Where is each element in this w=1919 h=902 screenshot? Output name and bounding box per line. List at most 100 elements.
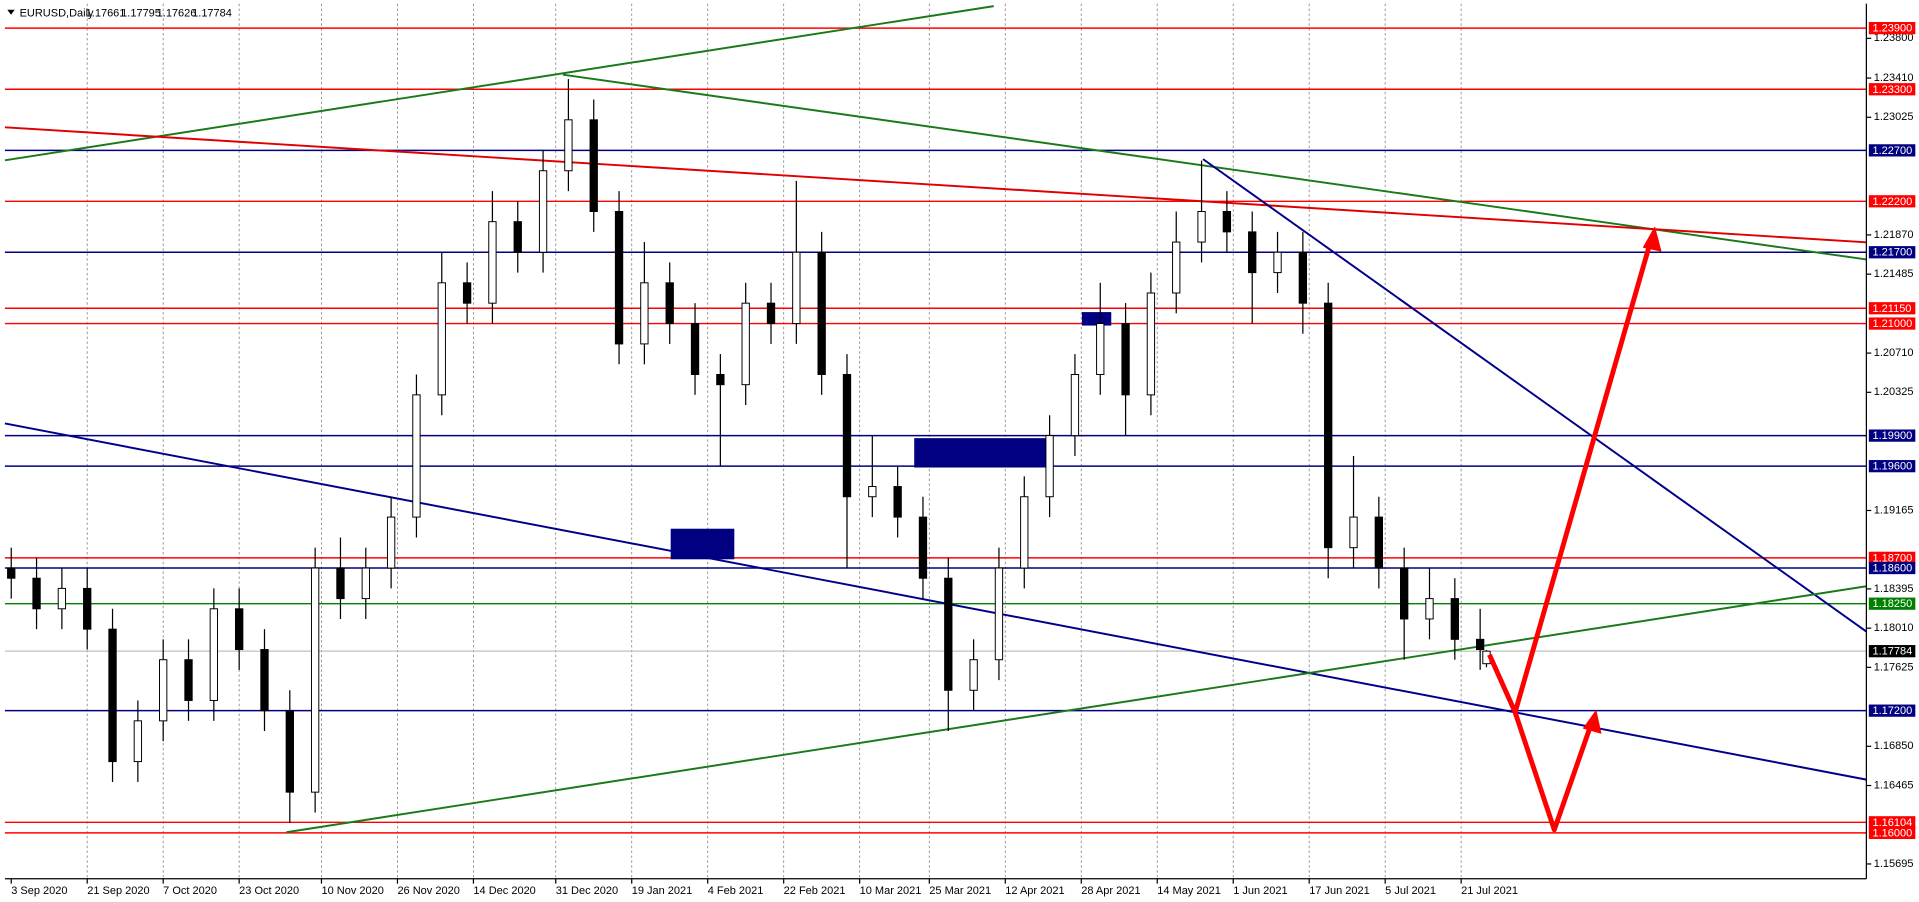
candle-body bbox=[336, 567, 345, 600]
trend-line bbox=[1202, 158, 1867, 633]
x-tick-label: 22 Feb 2021 bbox=[784, 885, 846, 897]
candle-body bbox=[1172, 241, 1181, 294]
candle-body bbox=[893, 486, 902, 518]
y-tick-label: 1.16465 bbox=[1874, 779, 1914, 791]
x-tick-label: 25 Mar 2021 bbox=[929, 885, 991, 897]
candle-body bbox=[32, 577, 41, 610]
candle-body bbox=[133, 720, 143, 763]
candle-body bbox=[57, 587, 67, 610]
candle-body bbox=[1222, 211, 1232, 233]
candle-body bbox=[1273, 251, 1282, 274]
candle-body bbox=[1045, 435, 1054, 498]
candle-body bbox=[918, 516, 928, 579]
y-tick-label: 1.16850 bbox=[1874, 740, 1914, 752]
candle-body bbox=[842, 373, 852, 498]
candle-body bbox=[1020, 496, 1029, 569]
level-label: 1.23900 bbox=[1872, 23, 1912, 35]
candle-body bbox=[1425, 598, 1434, 620]
level-tag bbox=[1868, 302, 1916, 315]
candle-body bbox=[994, 567, 1004, 661]
header: EURUSD,Daily 1.17661 1.17795 1.17626 1.1… bbox=[7, 7, 232, 19]
x-tick-label: 1 Jun 2021 bbox=[1233, 885, 1287, 897]
candle-body bbox=[1450, 598, 1459, 640]
level-label: 1.18700 bbox=[1872, 552, 1912, 564]
y-tick-label: 1.15695 bbox=[1874, 858, 1914, 870]
level-label: 1.21000 bbox=[1872, 318, 1912, 330]
level-tag bbox=[1868, 429, 1916, 442]
candle-body bbox=[1197, 211, 1206, 243]
header-close: 1.17784 bbox=[192, 7, 232, 19]
zone bbox=[1081, 312, 1112, 326]
level-label: 1.16000 bbox=[1872, 827, 1912, 839]
candle-body bbox=[310, 567, 320, 793]
candle-body bbox=[361, 567, 370, 600]
x-tick-label: 3 Sep 2020 bbox=[11, 885, 67, 897]
candle-body bbox=[83, 587, 92, 630]
candle-body bbox=[1070, 373, 1080, 437]
candle-body bbox=[716, 373, 725, 386]
y-tick-label: 1.23410 bbox=[1874, 72, 1914, 84]
level-tag bbox=[1868, 704, 1916, 717]
current-price-label: 1.17784 bbox=[1872, 646, 1912, 658]
x-tick-label: 31 Dec 2020 bbox=[556, 885, 618, 897]
level-label: 1.21700 bbox=[1872, 247, 1912, 259]
x-tick-label: 21 Jul 2021 bbox=[1461, 885, 1518, 897]
x-tick-label: 14 May 2021 bbox=[1157, 885, 1221, 897]
candle-body bbox=[538, 170, 548, 253]
candle-body bbox=[1475, 638, 1485, 651]
candle-body bbox=[1248, 231, 1257, 274]
grid bbox=[86, 3, 1462, 879]
x-tick-label: 12 Apr 2021 bbox=[1005, 885, 1064, 897]
candle-body bbox=[412, 394, 421, 518]
candle-body bbox=[1374, 516, 1384, 569]
candle-body bbox=[488, 221, 497, 304]
candles bbox=[7, 79, 1491, 823]
candle-body bbox=[868, 486, 877, 498]
y-tick-label: 1.20710 bbox=[1874, 347, 1914, 359]
x-tick-label: 14 Dec 2020 bbox=[473, 885, 535, 897]
candle-body bbox=[1324, 302, 1333, 549]
trend-line bbox=[4, 422, 1867, 781]
y-tick-label: 1.21485 bbox=[1874, 268, 1914, 280]
zone bbox=[914, 438, 1048, 468]
arrow bbox=[1512, 711, 1594, 833]
candle-body bbox=[209, 608, 218, 701]
x-tick-label: 4 Feb 2021 bbox=[708, 885, 764, 897]
level-label: 1.22700 bbox=[1872, 145, 1912, 157]
candle-body bbox=[1096, 323, 1105, 375]
level-label: 1.22200 bbox=[1872, 196, 1912, 208]
y-tick-label: 1.18395 bbox=[1874, 583, 1914, 595]
arrow-head bbox=[1583, 710, 1602, 734]
level-tag bbox=[1868, 317, 1916, 330]
candle-body bbox=[969, 659, 978, 691]
level-tag bbox=[1868, 83, 1916, 96]
candle-body bbox=[7, 567, 16, 579]
candle-body bbox=[462, 282, 472, 304]
candle-body bbox=[817, 251, 826, 375]
arrow-head bbox=[1643, 227, 1662, 252]
level-label: 1.19900 bbox=[1872, 430, 1912, 442]
header-open: 1.17661 bbox=[86, 7, 126, 19]
candle-body bbox=[1298, 251, 1308, 304]
candle-body bbox=[614, 211, 624, 345]
x-tick-label: 19 Jan 2021 bbox=[632, 885, 693, 897]
candle-body bbox=[665, 282, 674, 325]
y-tick-label: 1.19165 bbox=[1874, 504, 1914, 516]
trend-line bbox=[4, 5, 994, 162]
level-tag bbox=[1868, 144, 1916, 157]
menu-icon bbox=[7, 9, 15, 15]
symbol: EURUSD,Daily bbox=[20, 7, 94, 19]
candle-body bbox=[944, 577, 953, 691]
level-tag bbox=[1868, 561, 1916, 575]
level-label: 1.23300 bbox=[1872, 84, 1912, 96]
x-tick-label: 21 Sep 2020 bbox=[87, 885, 149, 897]
candle-body bbox=[1349, 516, 1358, 549]
candle-body bbox=[184, 659, 193, 701]
candle-body bbox=[690, 323, 700, 375]
level-tag bbox=[1868, 22, 1916, 35]
level-label: 1.21150 bbox=[1872, 303, 1911, 315]
level-label: 1.18250 bbox=[1872, 598, 1912, 610]
level-tag bbox=[1868, 460, 1916, 473]
candle-body bbox=[260, 649, 269, 712]
axis-labels: 3 Sep 2020 21 Sep 2020 7 Oct 2020 23 Oct 20… bbox=[10, 22, 1916, 897]
